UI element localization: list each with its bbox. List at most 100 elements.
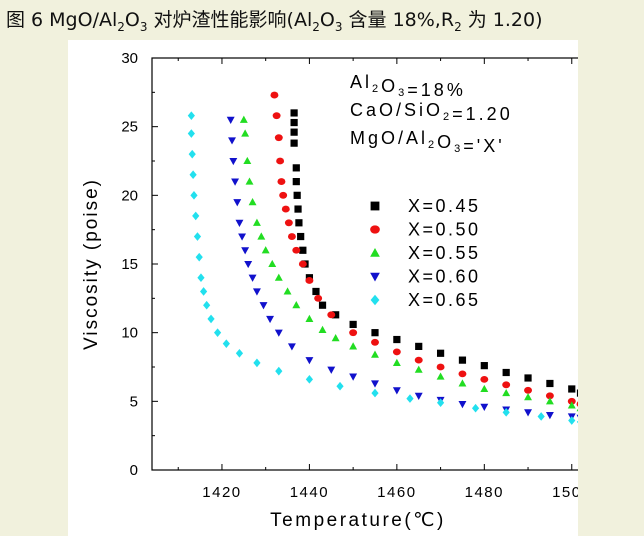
data-point <box>471 403 480 413</box>
data-point <box>480 403 489 411</box>
data-point <box>436 398 445 408</box>
data-point <box>188 149 196 159</box>
data-point <box>287 233 296 240</box>
data-point <box>406 394 414 403</box>
data-point <box>524 409 532 417</box>
data-point <box>268 259 277 268</box>
data-point <box>436 372 445 380</box>
legend: X=0.45 X=0.50 X=0.55 X=0.60 X=0.65 <box>370 196 481 310</box>
legend-marker <box>370 294 380 306</box>
data-point <box>290 109 298 117</box>
data-point <box>281 205 290 213</box>
legend-marker <box>370 201 380 211</box>
annotation-line: CaO/SiO2=1.20 <box>350 100 513 124</box>
data-point <box>524 386 532 394</box>
data-point <box>502 408 510 417</box>
data-point <box>243 156 252 165</box>
y-tick-label: 20 <box>121 187 138 204</box>
data-point <box>292 164 300 172</box>
legend-marker <box>370 272 380 282</box>
data-point <box>293 191 301 199</box>
data-point <box>576 420 578 424</box>
legend-label: X=0.55 <box>408 243 481 263</box>
data-point <box>318 325 327 333</box>
data-point <box>392 387 401 395</box>
data-point <box>371 329 379 337</box>
series-3 <box>239 115 578 412</box>
data-point <box>284 219 293 227</box>
x-tick-label: 1480 <box>465 484 504 501</box>
data-point <box>235 219 244 227</box>
annotation-line: MgO/Al2O3='X' <box>350 128 505 156</box>
data-point <box>414 365 423 373</box>
data-point <box>305 357 314 365</box>
data-point <box>295 219 303 227</box>
data-point <box>207 314 215 324</box>
data-point <box>292 246 301 254</box>
x-tick-label: 1460 <box>377 484 416 501</box>
data-point <box>244 260 253 269</box>
data-point <box>270 91 279 99</box>
data-point <box>318 301 327 309</box>
data-point <box>239 115 248 123</box>
data-point <box>283 287 292 295</box>
data-point <box>502 381 511 389</box>
data-point <box>190 191 198 200</box>
annotation-line: Al2O3=18% <box>350 72 466 100</box>
data-point <box>238 233 247 241</box>
data-point <box>458 356 467 364</box>
data-point <box>314 294 323 302</box>
data-point <box>252 288 261 296</box>
data-point <box>259 302 268 310</box>
data-point <box>537 412 545 421</box>
y-tick-label: 5 <box>130 393 138 410</box>
data-point <box>331 334 340 342</box>
data-point <box>235 348 244 358</box>
y-tick-label: 0 <box>130 462 138 479</box>
data-point <box>266 315 275 324</box>
series-5 <box>187 111 578 425</box>
data-point <box>349 329 358 337</box>
data-point <box>189 170 197 180</box>
data-point <box>253 358 261 368</box>
data-point <box>290 128 298 136</box>
data-point <box>480 362 488 370</box>
data-point <box>312 287 320 296</box>
data-point <box>290 118 298 127</box>
data-point <box>305 277 314 284</box>
data-point <box>349 373 358 381</box>
data-point <box>274 329 283 337</box>
data-point <box>576 401 578 407</box>
data-point <box>568 416 576 425</box>
data-point <box>576 389 578 397</box>
data-point <box>436 363 445 371</box>
data-point <box>332 311 340 319</box>
data-point <box>371 338 379 346</box>
data-point <box>545 392 554 400</box>
data-point <box>545 397 554 405</box>
data-point <box>213 328 222 337</box>
data-point <box>290 139 298 147</box>
y-axis-label: Viscosity (poise) <box>81 178 102 350</box>
data-point <box>458 370 467 378</box>
data-point <box>299 246 307 254</box>
figure-caption: 图 6 MgO/Al2O3 对炉渣性能影响(Al2O3 含量 18%,R2 为 … <box>6 9 543 34</box>
y-tick-label: 25 <box>121 119 138 136</box>
data-point <box>327 366 336 374</box>
data-point <box>436 349 445 357</box>
legend-label: X=0.65 <box>408 290 481 310</box>
data-point <box>415 342 423 350</box>
data-point <box>567 401 576 409</box>
data-point <box>305 314 314 322</box>
data-point <box>261 246 270 254</box>
data-point <box>371 388 379 398</box>
data-point <box>192 211 200 221</box>
data-point <box>502 368 510 377</box>
data-point <box>524 393 532 401</box>
data-point <box>226 116 235 124</box>
data-marks <box>187 91 578 425</box>
data-point <box>298 260 307 268</box>
